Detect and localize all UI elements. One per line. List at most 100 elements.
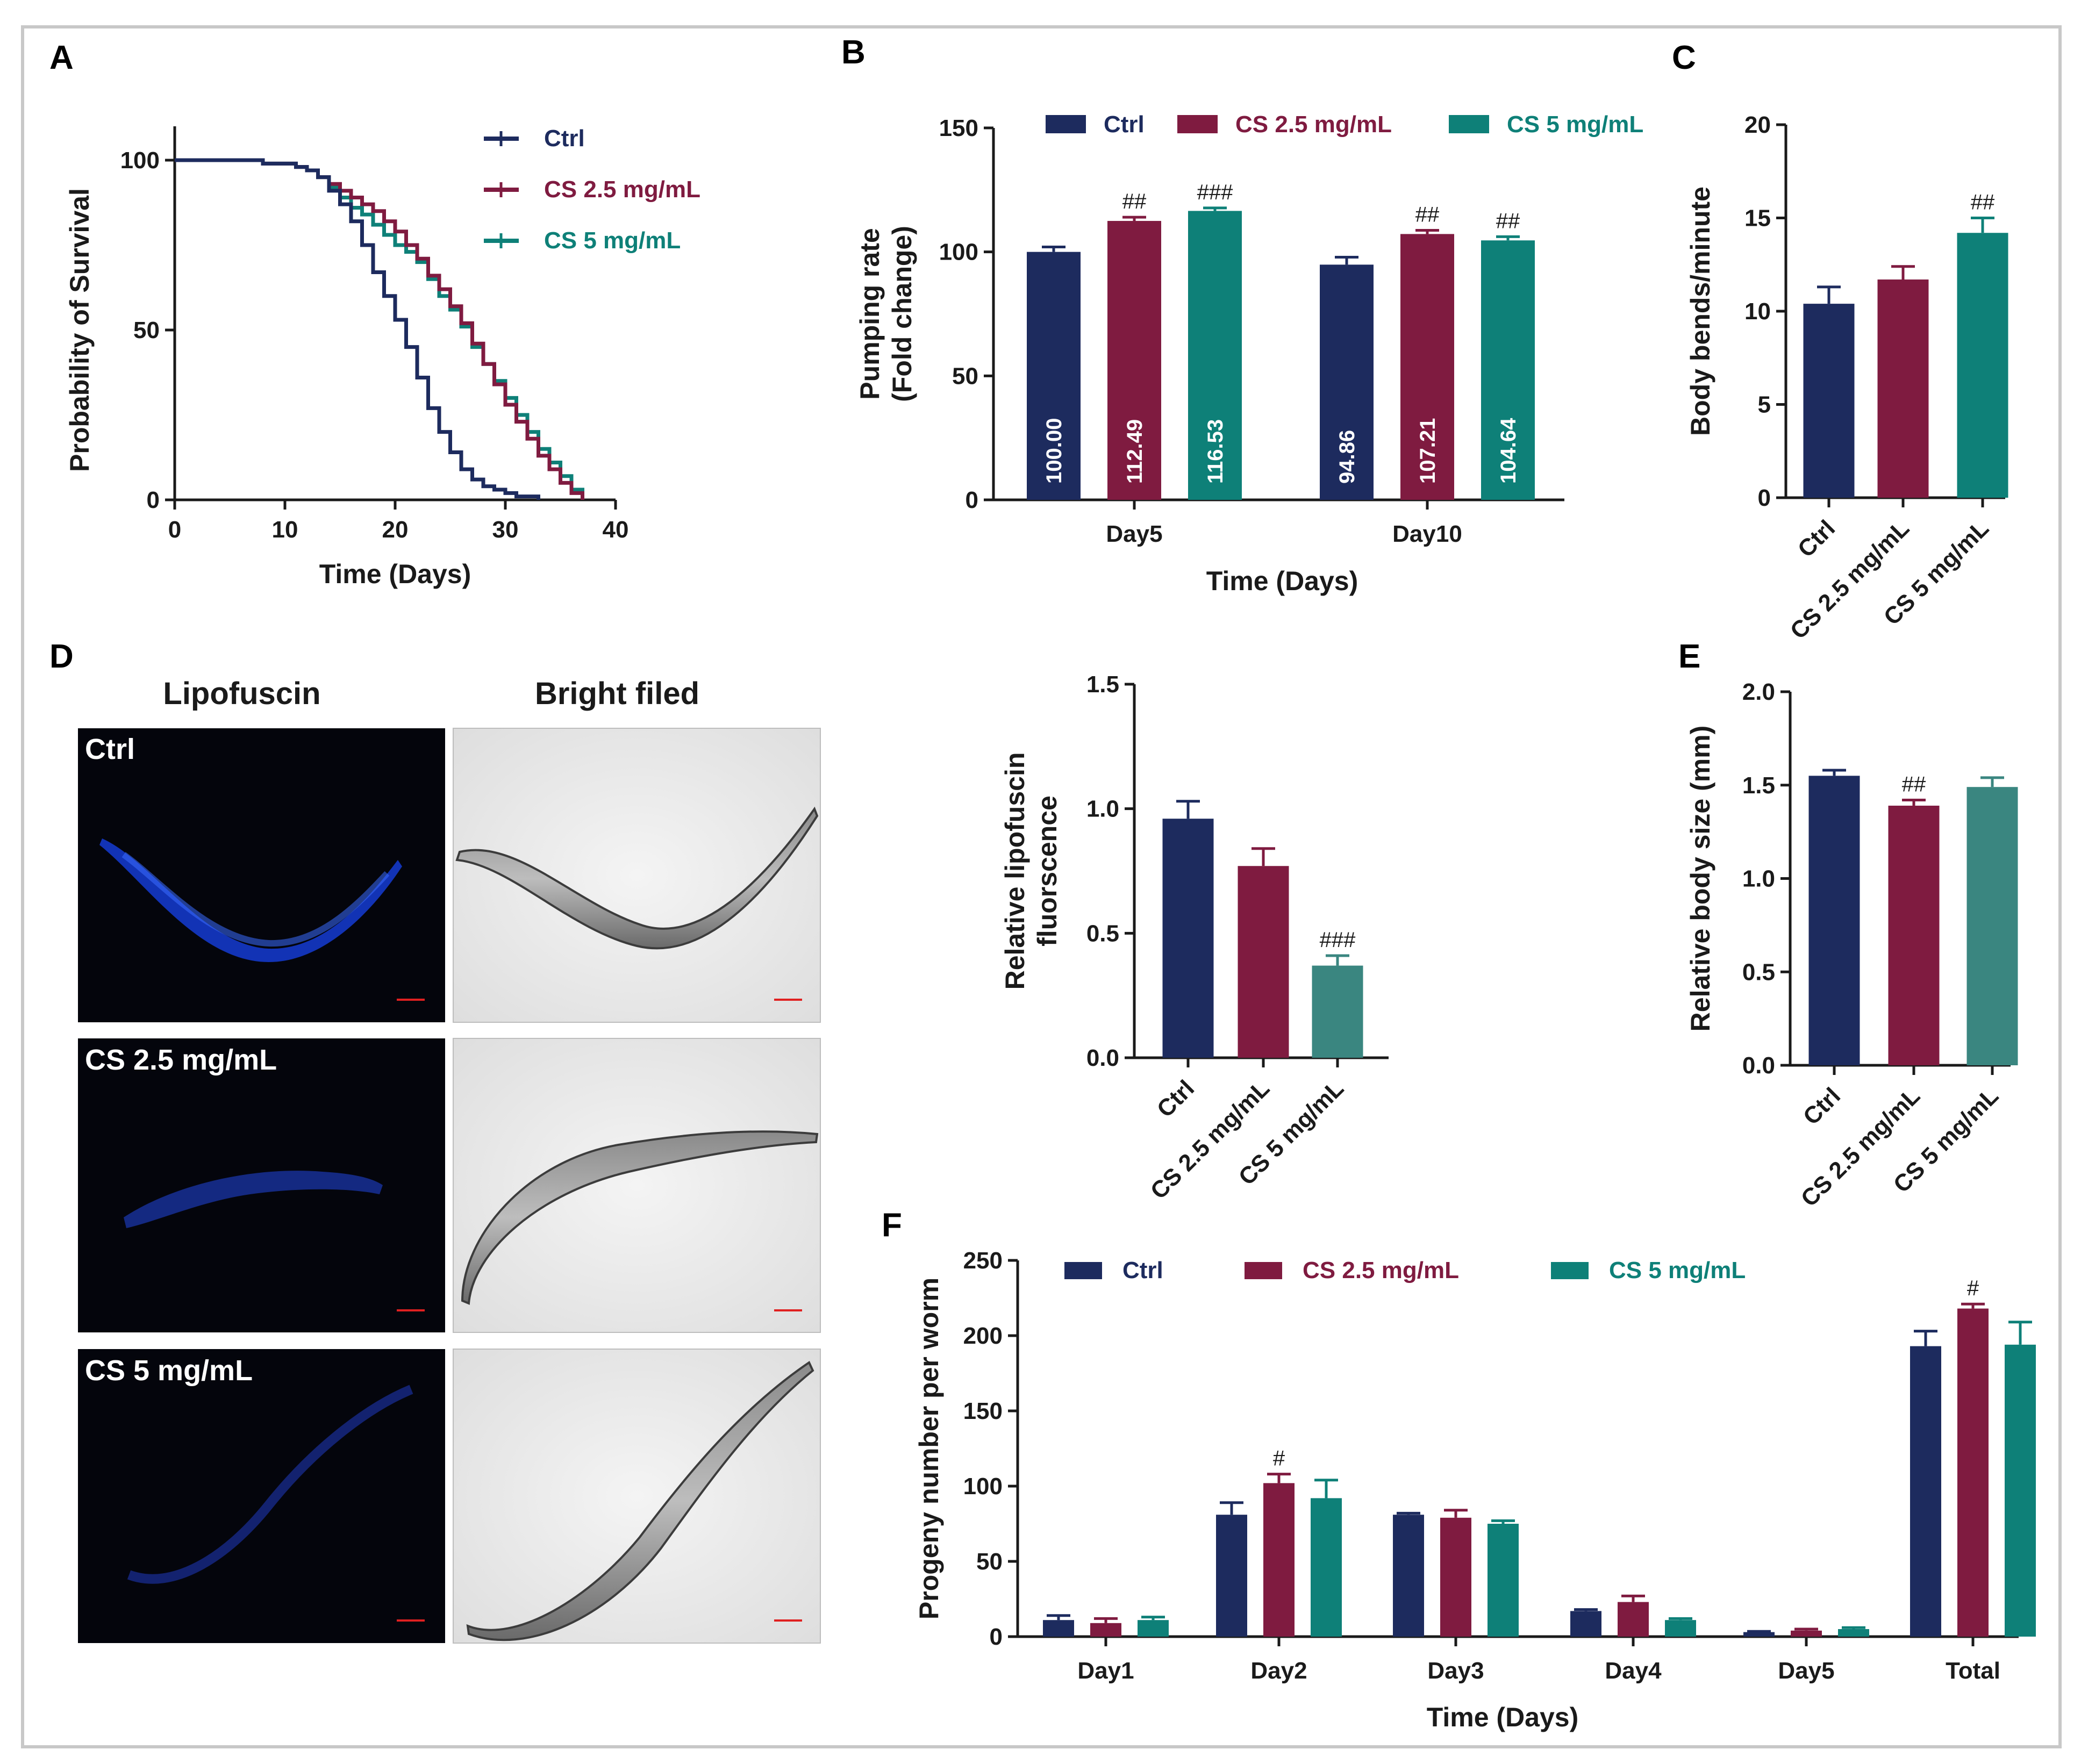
x-tick-label: Day4 bbox=[1605, 1658, 1662, 1684]
column-title-lipofuscin: Lipofuscin bbox=[163, 676, 320, 711]
fluorescence-image-cs5 bbox=[78, 1349, 445, 1643]
legend-label: Ctrl bbox=[1122, 1257, 1163, 1283]
bar-value-label: 112.49 bbox=[1123, 419, 1147, 484]
significance-mark: # bbox=[1273, 1447, 1285, 1471]
y-axis-label: Pumping rate bbox=[855, 228, 885, 399]
x-tick-label: Day1 bbox=[1077, 1658, 1134, 1684]
panel-letter-f: F bbox=[882, 1207, 902, 1244]
y-tick-label: 20 bbox=[1744, 112, 1771, 138]
bar-day10-cs25 bbox=[1400, 234, 1454, 500]
bar-day5-cs5 bbox=[1838, 1629, 1869, 1637]
bar-total-cs5 bbox=[2005, 1344, 2036, 1637]
y-tick-label: 0 bbox=[966, 487, 978, 513]
legend-label: Ctrl bbox=[1104, 111, 1145, 138]
y-axis-label: Probability of Survival bbox=[65, 188, 95, 472]
bar-cs5 bbox=[1957, 233, 2008, 498]
legend-swatch bbox=[1046, 115, 1086, 133]
x-tick-label: Day5 bbox=[1106, 521, 1162, 547]
y-tick-label: 0.5 bbox=[1086, 920, 1119, 946]
panel-letter-d: D bbox=[49, 638, 74, 675]
y-tick-label: 150 bbox=[963, 1398, 1003, 1424]
y-tick-label: 100 bbox=[963, 1473, 1003, 1500]
legend-label: Ctrl bbox=[544, 125, 585, 152]
y-tick-label: 50 bbox=[952, 363, 978, 389]
legend-swatch bbox=[1449, 115, 1489, 133]
y-tick-label: 1.0 bbox=[1742, 866, 1775, 892]
row-label-cs5: CS 5 mg/mL bbox=[85, 1354, 253, 1387]
y-tick-label: 1.5 bbox=[1742, 772, 1775, 799]
bar-day10-cs5 bbox=[1481, 240, 1535, 500]
significance-mark: # bbox=[1967, 1277, 1979, 1300]
legend-label: CS 2.5 mg/mL bbox=[544, 176, 700, 203]
bar-day10-ctrl bbox=[1320, 264, 1374, 500]
bar-value-label: 94.86 bbox=[1335, 430, 1359, 484]
panel-letter-a: A bbox=[49, 39, 74, 76]
y-tick-label: 0 bbox=[1758, 485, 1771, 511]
y-axis-label: Progeny number per worm bbox=[914, 1278, 944, 1619]
x-tick-label: Day2 bbox=[1250, 1658, 1307, 1684]
x-tick-label: 40 bbox=[603, 517, 629, 543]
y-tick-label: 0 bbox=[990, 1624, 1003, 1650]
y-axis-label: (Fold change) bbox=[887, 226, 917, 402]
bar-total-cs25 bbox=[1957, 1308, 1989, 1637]
panel-letter-b: B bbox=[841, 34, 866, 71]
legend-label: CS 5 mg/mL bbox=[1507, 111, 1643, 138]
significance-mark: ## bbox=[1971, 191, 1995, 214]
bar-ctrl bbox=[1808, 776, 1860, 1065]
x-tick-label: Day5 bbox=[1778, 1658, 1834, 1684]
y-tick-label: 150 bbox=[939, 115, 978, 141]
x-tick-label: 0 bbox=[168, 517, 181, 543]
y-tick-label: 5 bbox=[1758, 392, 1771, 418]
bar-cs25 bbox=[1888, 805, 1940, 1065]
row-label-ctrl: Ctrl bbox=[85, 733, 135, 765]
worm-brightfield-ctrl bbox=[455, 806, 819, 950]
progeny-chart: 0 50 100 150 200 250 Day1 # Day2 Day3 Day4 Day5 # Tot… bbox=[914, 1247, 2036, 1732]
bar-value-label: 116.53 bbox=[1204, 419, 1227, 484]
bar-day2-cs25 bbox=[1263, 1483, 1295, 1637]
bar-day1-ctrl bbox=[1043, 1620, 1074, 1637]
y-tick-label: 10 bbox=[1744, 298, 1771, 325]
bar-day5-cs25 bbox=[1791, 1630, 1822, 1637]
worm-fluorescence-cs5 bbox=[127, 1385, 413, 1584]
brightfield-image-cs25 bbox=[453, 1038, 821, 1333]
brightfield-image-cs5 bbox=[453, 1349, 821, 1644]
x-axis-label: Time (Days) bbox=[319, 559, 471, 589]
survival-line-ctrl bbox=[175, 158, 540, 500]
bar-day2-cs5 bbox=[1311, 1498, 1342, 1637]
y-axis-label: Body bends/minute bbox=[1685, 187, 1715, 436]
y-tick-label: 100 bbox=[120, 147, 160, 174]
bar-day4-cs5 bbox=[1665, 1620, 1696, 1637]
legend-label: CS 5 mg/mL bbox=[544, 227, 681, 254]
x-axis-label: Time (Days) bbox=[1427, 1702, 1579, 1732]
legend-label: CS 5 mg/mL bbox=[1609, 1257, 1746, 1283]
y-tick-label: 1.0 bbox=[1086, 796, 1119, 822]
y-tick-label: 250 bbox=[963, 1247, 1003, 1274]
legend-swatch bbox=[1551, 1262, 1589, 1279]
significance-mark: ## bbox=[1415, 203, 1440, 226]
worm-brightfield-cs5 bbox=[466, 1361, 814, 1641]
y-tick-label: 2.0 bbox=[1742, 679, 1775, 705]
significance-mark: ### bbox=[1197, 181, 1233, 204]
bar-day4-ctrl bbox=[1570, 1611, 1601, 1637]
y-tick-label: 0.5 bbox=[1742, 959, 1775, 985]
significance-mark: ## bbox=[1496, 209, 1520, 233]
y-axis-label: Relative lipofuscin bbox=[1000, 752, 1030, 990]
y-tick-label: 1.5 bbox=[1086, 671, 1119, 698]
legend-swatch bbox=[1177, 115, 1218, 133]
bar-day3-ctrl bbox=[1393, 1515, 1424, 1637]
micrograph-panel: Lipofuscin Bright filed Ctrl CS 2.5 mg/m… bbox=[78, 676, 821, 1644]
y-tick-label: 50 bbox=[976, 1548, 1003, 1575]
bar-day5-ctrl bbox=[1027, 252, 1081, 500]
bar-value-label: 100.00 bbox=[1042, 418, 1066, 484]
bar-day1-cs5 bbox=[1138, 1620, 1169, 1637]
bar-ctrl bbox=[1803, 304, 1855, 498]
pumping-rate-chart: 0 50 100 150 100.00 ## 112.49 ### 116.53 Day5 94.8… bbox=[855, 111, 1643, 596]
bar-cs25 bbox=[1238, 866, 1289, 1058]
panel-letter-e: E bbox=[1678, 638, 1700, 675]
significance-mark: ## bbox=[1122, 190, 1147, 213]
y-tick-label: 200 bbox=[963, 1323, 1003, 1349]
bar-day2-ctrl bbox=[1216, 1515, 1247, 1637]
y-tick-label: 15 bbox=[1744, 205, 1771, 232]
y-tick-label: 0.0 bbox=[1086, 1045, 1119, 1071]
